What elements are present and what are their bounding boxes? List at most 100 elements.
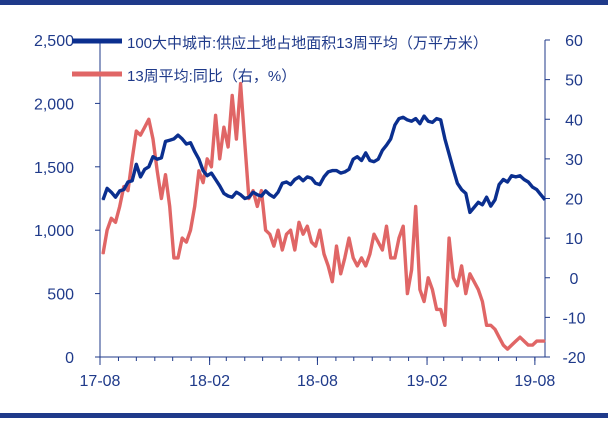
yoy-point: [231, 94, 233, 97]
yoy-point: [511, 344, 513, 346]
land-area-point: [365, 152, 367, 154]
land-area-point: [515, 176, 517, 178]
land-area-point: [356, 156, 358, 158]
land-area-point: [106, 187, 108, 189]
yoy-point: [527, 344, 529, 346]
yoy-point: [365, 265, 367, 267]
land-area-point: [352, 158, 354, 160]
yoy-point: [139, 134, 142, 136]
yoy-point: [144, 126, 146, 128]
land-area-point: [519, 175, 521, 177]
yoy-point: [394, 257, 396, 259]
land-area-point: [194, 151, 196, 153]
yoy-point: [323, 253, 325, 255]
yoy-point: [210, 166, 212, 168]
land-area-point: [481, 204, 483, 206]
land-area-point: [490, 205, 492, 207]
axes-group: 0 500 1,000 1,500 2,000 2,500 -20 -10 0 10 20 30 40 5…: [34, 33, 586, 390]
land-area-point: [531, 186, 534, 188]
yoy-point: [281, 249, 283, 251]
land-area-point: [465, 192, 467, 194]
yoy-point: [135, 130, 137, 132]
right-tick-label: -10: [562, 310, 585, 327]
yoy-point: [119, 205, 121, 207]
yoy-point: [377, 241, 379, 243]
land-area-point: [177, 134, 179, 136]
yoy-point: [444, 324, 446, 326]
yoy-point: [156, 170, 158, 172]
land-area-point: [452, 168, 454, 170]
yoy-point: [315, 245, 317, 247]
yoy-point: [473, 281, 475, 283]
yoy-point: [102, 253, 104, 255]
land-area-point: [369, 159, 371, 162]
yoy-point: [360, 257, 363, 259]
yoy-point: [260, 190, 262, 192]
land-area-point: [394, 124, 396, 126]
right-tick-label: 40: [565, 112, 583, 129]
right-tick-label: -20: [562, 350, 585, 367]
yoy-point: [373, 233, 375, 235]
yoy-point: [310, 241, 313, 243]
land-area-point: [181, 138, 183, 140]
land-area-point: [448, 153, 450, 155]
yoy-point: [344, 257, 346, 259]
land-area-point: [260, 195, 262, 197]
land-area-point: [381, 149, 383, 151]
land-area-point: [456, 182, 458, 184]
land-area-point: [477, 201, 479, 203]
land-area-point: [127, 181, 129, 183]
yoy-point: [302, 233, 304, 235]
land-area-point: [310, 177, 313, 179]
land-area-point: [269, 194, 271, 196]
yoy-point: [402, 225, 404, 227]
land-area-point: [319, 184, 321, 186]
legend-label-area: 100大中城市:供应土地占地面积13周平均（万平方米）: [127, 34, 488, 52]
x-tick-label: 18-08: [297, 373, 338, 390]
yoy-point: [348, 237, 350, 239]
yoy-point: [148, 118, 150, 120]
yoy-point: [486, 324, 488, 326]
yoy-point: [523, 340, 525, 342]
yoy-point: [506, 348, 509, 350]
yoy-point: [198, 170, 200, 172]
yoy-point: [423, 300, 425, 303]
land-area-point: [185, 143, 187, 145]
land-area-point: [240, 194, 242, 196]
yoy-point: [189, 229, 192, 231]
yoy-point: [215, 114, 217, 116]
land-area-point: [227, 195, 229, 197]
yoy-point: [265, 229, 267, 231]
yoy-point: [390, 257, 392, 259]
yoy-point: [490, 324, 492, 326]
land-area-point: [486, 196, 488, 198]
land-area-point: [277, 191, 279, 193]
yoy-point: [335, 245, 338, 247]
right-tick-label: 50: [565, 73, 583, 90]
land-area-point: [427, 120, 429, 122]
yoy-point: [494, 328, 496, 330]
yoy-point: [498, 336, 500, 338]
left-tick-label: 1,500: [34, 160, 74, 177]
left-tick-label: 1,000: [34, 223, 74, 240]
yoy-point: [173, 257, 175, 259]
land-area-point: [244, 197, 246, 200]
yoy-point: [519, 336, 521, 338]
land-area-point: [198, 158, 200, 160]
land-area-point: [306, 176, 308, 178]
yoy-point: [160, 197, 162, 200]
land-area-point: [335, 170, 338, 172]
yoy-point: [202, 182, 204, 184]
land-area-point: [110, 191, 112, 193]
yoy-point: [465, 293, 467, 295]
yoy-point: [185, 241, 187, 243]
land-area-point: [373, 161, 375, 163]
yoy-point: [381, 249, 383, 251]
yoy-point: [385, 225, 388, 227]
land-area-point: [294, 178, 296, 181]
land-area-point: [152, 156, 154, 158]
land-area-point: [160, 157, 162, 159]
land-area-point: [215, 178, 217, 181]
right-tick-label: 60: [565, 33, 583, 50]
